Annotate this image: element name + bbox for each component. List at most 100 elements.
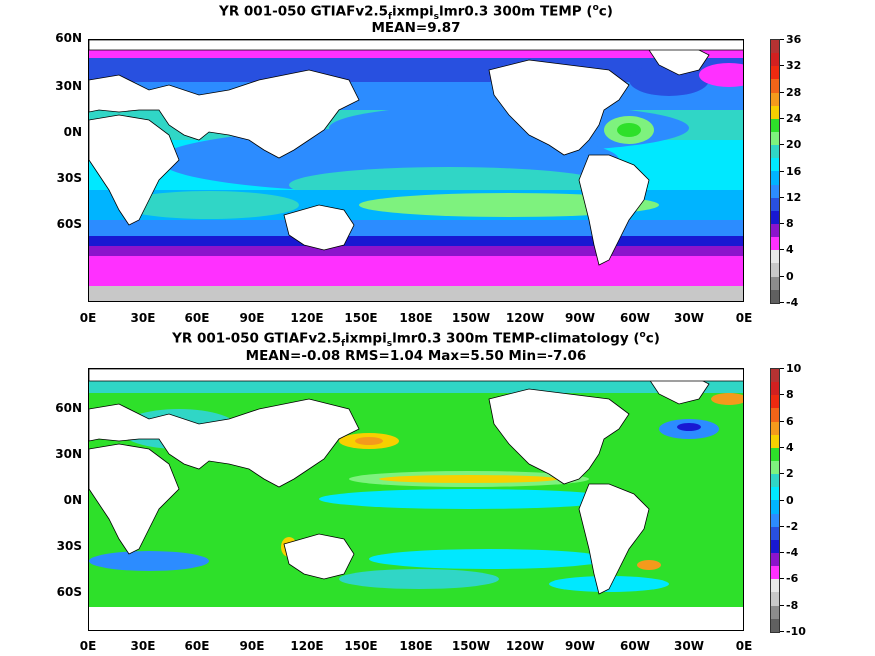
map2-colorbar (770, 368, 780, 633)
colorbar-label: 10 (786, 362, 802, 375)
colorbar-label: 4 (786, 243, 794, 257)
colorbar-segment (770, 605, 780, 619)
map2-lon-label: 0E (79, 639, 97, 653)
colorbar-segment (770, 395, 780, 409)
colorbar-label: 20 (786, 138, 802, 152)
colorbar-segment (770, 276, 780, 290)
map2-lon-label: 0E (735, 639, 753, 653)
colorbar-tick (780, 525, 784, 527)
map1-title-suffix: lmr0.3 300m TEMP ( (439, 3, 593, 20)
colorbar-segment (770, 513, 780, 527)
colorbar-tick (780, 552, 784, 554)
colorbar-tick (780, 39, 784, 40)
colorbar-segment (770, 289, 780, 303)
colorbar-label: 4 (786, 440, 794, 454)
map1-lon-label: 30W (674, 311, 704, 325)
colorbar-label: -2 (786, 519, 799, 533)
colorbar-label: 12 (786, 190, 802, 204)
map2-lon-label: 60W (620, 639, 650, 653)
colorbar-segment (770, 158, 780, 172)
map1-lat-label: 60N (55, 31, 82, 45)
colorbar-segment (770, 53, 780, 67)
colorbar-segment (770, 566, 780, 580)
colorbar-tick (780, 631, 784, 632)
map2-lat-label: 60S (56, 585, 82, 599)
colorbar-segment (770, 145, 780, 159)
colorbar-label: -4 (786, 296, 799, 309)
map1-lon-label: 0E (79, 311, 97, 325)
map2-title-suffix: lmr0.3 300m TEMP-climatology ( (392, 330, 640, 347)
colorbar-label: 36 (786, 33, 802, 46)
colorbar-label: -10 (786, 625, 806, 638)
colorbar-segment (770, 118, 780, 132)
map2-lon-label: 90E (239, 639, 265, 653)
colorbar-tick (780, 223, 784, 225)
colorbar-tick (780, 170, 784, 172)
colorbar-tick (780, 249, 784, 251)
colorbar-tick (780, 473, 784, 475)
map1-lon-label: 60E (184, 311, 210, 325)
map1-title: YR 001-050 GTIAFv2.5fixmpislmr0.3 300m T… (88, 0, 744, 25)
colorbar-tick (780, 196, 784, 198)
map2-svg (89, 369, 743, 630)
colorbar-segment (770, 197, 780, 211)
map1-title-unit: c) (598, 3, 613, 20)
colorbar-tick (780, 420, 784, 422)
map1-lat-label: 0N (63, 125, 82, 139)
colorbar-label: -6 (786, 572, 799, 586)
colorbar-segment (770, 474, 780, 488)
colorbar-tick (780, 275, 784, 277)
map2-lon-label: 30E (130, 639, 156, 653)
colorbar-label: 24 (786, 111, 802, 125)
map2-panel (88, 368, 744, 631)
map1-lat-label: 60S (56, 217, 82, 231)
colorbar-segment (770, 184, 780, 198)
colorbar-tick (780, 368, 784, 369)
map1-lat-label: 30S (56, 171, 82, 185)
colorbar-tick (780, 65, 784, 67)
colorbar-segment (770, 592, 780, 606)
map2-lat-label: 0N (63, 493, 82, 507)
map1-svg (89, 40, 743, 301)
colorbar-label: -4 (786, 546, 799, 560)
map1-lon-label: 120W (505, 311, 545, 325)
colorbar-label: 32 (786, 59, 802, 73)
colorbar-segment (770, 408, 780, 422)
map2-lon-label: 150W (451, 639, 491, 653)
map2-stats: MEAN=-0.08 RMS=1.04 Max=5.50 Min=-7.06 (245, 348, 587, 364)
colorbar-segment (770, 421, 780, 435)
colorbar-segment (770, 460, 780, 475)
map2-lon-label: 60E (184, 639, 210, 653)
map2-lat-label: 60N (55, 401, 82, 415)
colorbar-segment (770, 526, 780, 540)
colorbar-tick (780, 446, 784, 448)
map1-lon-label: 0E (735, 311, 753, 325)
map1-title-sub2: s (433, 12, 440, 23)
colorbar-label: 16 (786, 164, 802, 178)
map2-title-prefix: YR 001-050 GTIAFv2.5 (172, 330, 342, 347)
colorbar-segment (770, 539, 780, 553)
map2-lon-label: 120E (290, 639, 324, 653)
map1-lon-label: 60W (620, 311, 650, 325)
colorbar-label: -8 (786, 598, 799, 612)
colorbar-segment (770, 237, 780, 251)
colorbar-segment (770, 66, 780, 80)
colorbar-tick (780, 394, 784, 396)
colorbar-segment (770, 263, 780, 277)
colorbar-tick (780, 578, 784, 580)
colorbar-tick (780, 499, 784, 501)
colorbar-tick (780, 91, 784, 93)
map1-lon-label: 120E (290, 311, 324, 325)
colorbar-segment (770, 210, 780, 224)
colorbar-tick (780, 117, 784, 119)
map1-title-prefix: YR 001-050 GTIAFv2.5 (219, 3, 389, 20)
map2-lon-label: 90W (565, 639, 595, 653)
map2-title-unit: c) (645, 330, 660, 347)
colorbar-segment (770, 92, 780, 106)
map2-lat-label: 30N (55, 447, 82, 461)
colorbar-segment (770, 369, 780, 383)
map1-title-mid: ixmpi (391, 3, 434, 20)
colorbar-label: 0 (786, 269, 794, 283)
colorbar-segment (770, 40, 780, 54)
map2-title-sub2: s (386, 339, 393, 350)
